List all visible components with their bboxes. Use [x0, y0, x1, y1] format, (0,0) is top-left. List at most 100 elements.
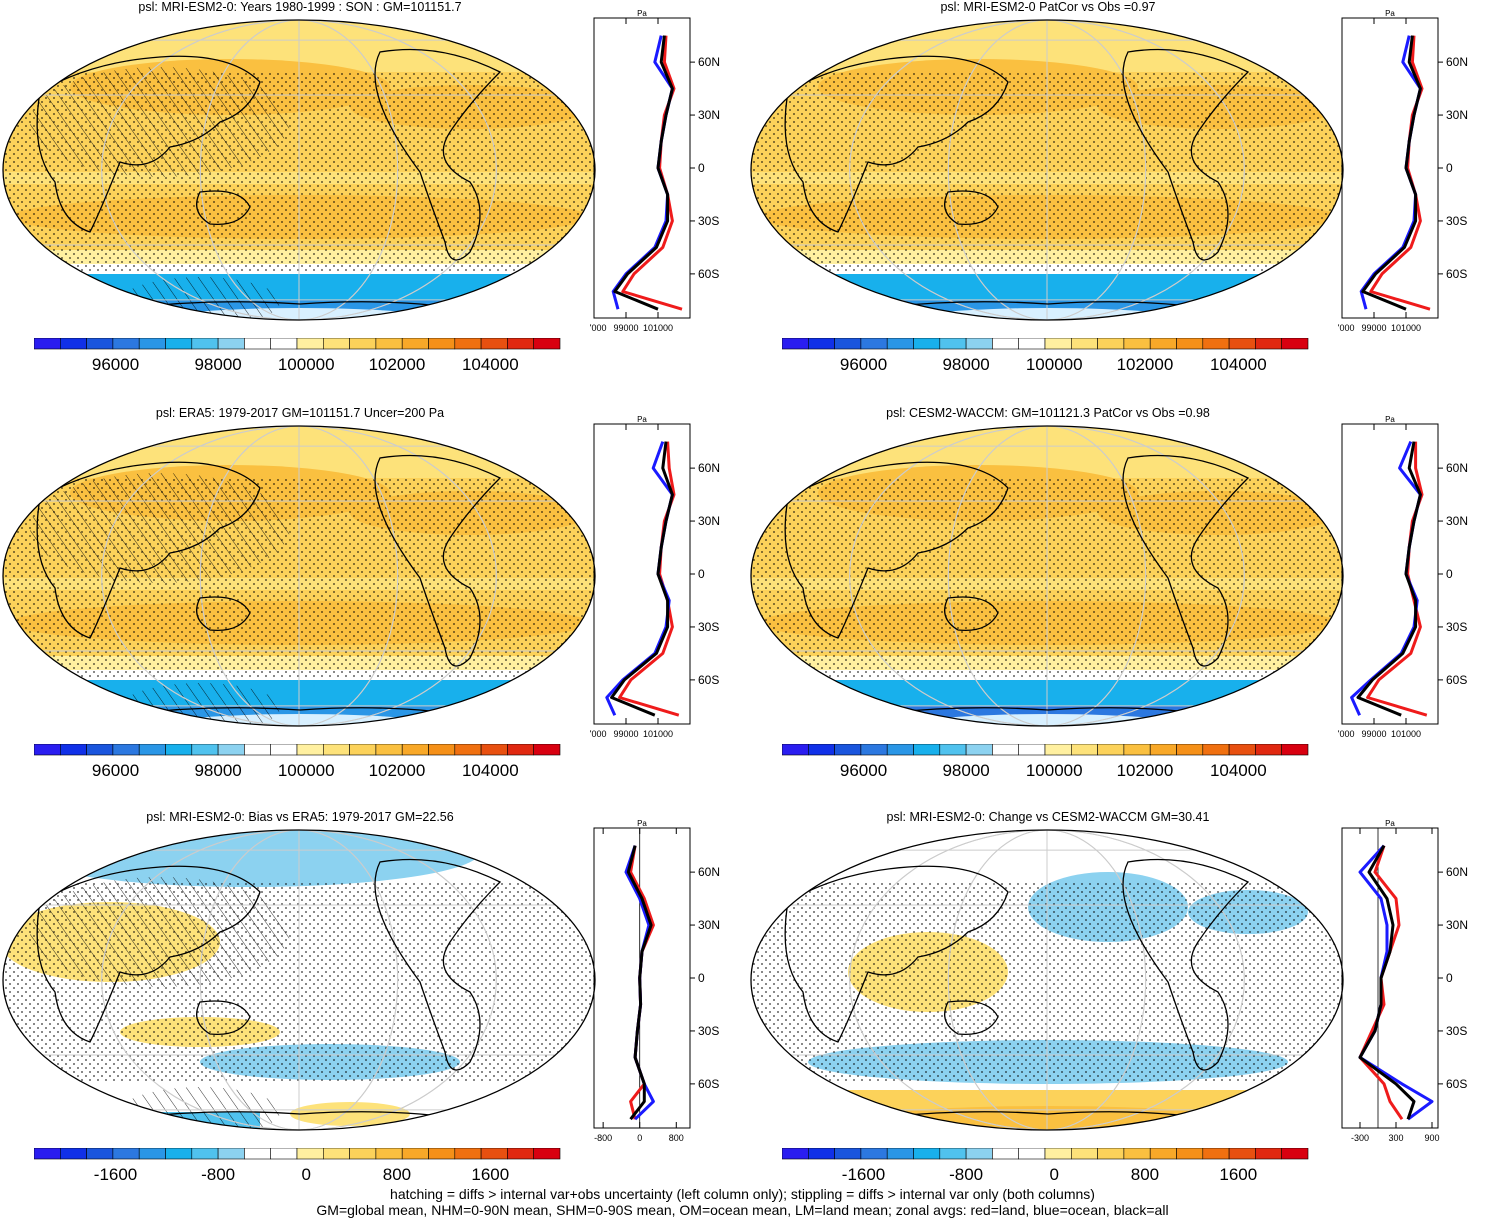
americas-coast [1122, 454, 1250, 667]
colorbar-cell [454, 338, 482, 350]
map-title: psl: MRI-ESM2-0 PatCor vs Obs =0.97 [940, 0, 1156, 14]
colorbar-tick-label: -1600 [94, 1165, 137, 1184]
profile-line-ocean [1358, 844, 1434, 1121]
colorbar-cell [782, 744, 809, 756]
colorbar-tick-label: 98000 [194, 355, 241, 374]
profile-line-all [626, 845, 653, 1121]
colorbar-cell [807, 744, 835, 756]
profile-frame [593, 17, 691, 319]
colorbar-cell [1202, 1148, 1230, 1160]
colorbar-tick-label: 0 [301, 1165, 310, 1184]
colorbar-tick-label: 102000 [369, 355, 426, 374]
colorbar-tick-label: 800 [1131, 1165, 1159, 1184]
footer-legend-line2: GM=global mean, NHM=0-90N mean, SHM=0-90… [316, 1202, 1169, 1218]
profile-lat-label: 60S [1446, 1077, 1467, 1091]
map-field [3, 830, 595, 1130]
colorbar-cell [322, 744, 350, 756]
colorbar: 96000 98000 100000 102000 104000 [34, 338, 561, 374]
colorbar-cell [886, 338, 914, 350]
colorbar-cell [1123, 744, 1151, 756]
colorbar-cell [886, 744, 914, 756]
americas-coast [1122, 48, 1250, 261]
colorbar-cell [217, 744, 245, 756]
colorbar-tick-label: 800 [383, 1165, 411, 1184]
colorbar: 96000 98000 100000 102000 104000 [782, 338, 1309, 374]
australia-coast [944, 596, 999, 632]
colorbar-cell [1281, 1148, 1309, 1160]
profile-lat-label: 30N [1446, 918, 1468, 932]
coastlines [36, 48, 502, 313]
profile-line-ocean [1359, 35, 1422, 310]
colorbar-cell [834, 338, 862, 350]
coastlines [784, 48, 1250, 313]
field-high [290, 1102, 410, 1126]
colorbar-cell [428, 1148, 456, 1160]
colorbar-cell [834, 1148, 862, 1160]
colorbar-cell [860, 1148, 888, 1160]
colorbar-cell [428, 744, 456, 756]
colorbar-cell [86, 744, 114, 756]
colorbar-cell [1281, 744, 1309, 756]
colorbar-cell [1070, 338, 1098, 350]
profile-lat-label: 0 [1446, 971, 1453, 985]
profile-unit: Pa [637, 10, 647, 18]
colorbar-cell [992, 1148, 1019, 1160]
colorbar-cell [1255, 338, 1282, 350]
colorbar-cell [401, 1148, 429, 1160]
map-field [751, 426, 1343, 726]
profile-lat-label: 30S [1446, 214, 1467, 228]
profile-x-label: 0 [637, 1133, 642, 1143]
colorbar-cell [86, 338, 114, 350]
americas-coast [1122, 858, 1250, 1071]
colorbar-cell [1097, 744, 1125, 756]
colorbar-cell [138, 744, 166, 756]
profile-lat-label: 30S [698, 214, 719, 228]
colorbar-cell [112, 1148, 140, 1160]
colorbar-cell [428, 338, 456, 350]
colorbar-tick-label: 104000 [1210, 355, 1267, 374]
profile-lat-label: 0 [698, 971, 705, 985]
zonal-profile: Pa 60N 30N 0 30S 60S -300 300 900 [1341, 820, 1468, 1143]
map-outline [750, 19, 1344, 321]
field-low [751, 706, 1343, 726]
colorbar-cell [1255, 744, 1282, 756]
colorbar-cell [1228, 1148, 1256, 1160]
footer-legend-line1: hatching = diffs > internal var+obs unce… [390, 1186, 1095, 1202]
colorbar-tick-label: 100000 [1026, 761, 1083, 780]
colorbar-cell [939, 1148, 967, 1160]
colorbar-cell [1097, 1148, 1125, 1160]
map-field [3, 20, 595, 320]
profile-frame [1341, 17, 1439, 319]
colorbar-cell [1149, 744, 1177, 756]
colorbar-cell [1018, 338, 1046, 350]
colorbar-cell [1202, 744, 1230, 756]
australia-coast [944, 190, 999, 226]
profile-lat-label: 30S [1446, 1024, 1467, 1038]
colorbar-cell [860, 744, 888, 756]
colorbar-cell [138, 1148, 166, 1160]
colorbar-cell [270, 744, 298, 756]
profile-x-label: 99000 [1361, 729, 1386, 739]
colorbar-cell [807, 338, 835, 350]
colorbar-cell [860, 338, 888, 350]
colorbar-tick-label: 96000 [840, 761, 887, 780]
colorbar-cell [1044, 338, 1072, 350]
profile-x-label: 99000 [613, 323, 638, 333]
map-panel [2, 829, 596, 1131]
map-panel [2, 19, 596, 321]
colorbar-cell [322, 1148, 350, 1160]
colorbar-tick-label: -800 [949, 1165, 983, 1184]
colorbar-cell [401, 338, 429, 350]
profile-lat-label: 0 [1446, 161, 1453, 175]
profile-lat-label: 60S [698, 673, 719, 687]
colorbar-cell [480, 338, 508, 350]
profile-unit: Pa [1385, 416, 1395, 424]
colorbar-cell [34, 338, 61, 350]
americas-coast [374, 454, 502, 667]
hatching [30, 67, 290, 177]
colorbar-cell [1228, 338, 1256, 350]
colorbar-cell [480, 1148, 508, 1160]
eurasia-africa-coast [36, 55, 261, 233]
colorbar-cell [782, 1148, 809, 1160]
colorbar-cell [1281, 338, 1309, 350]
